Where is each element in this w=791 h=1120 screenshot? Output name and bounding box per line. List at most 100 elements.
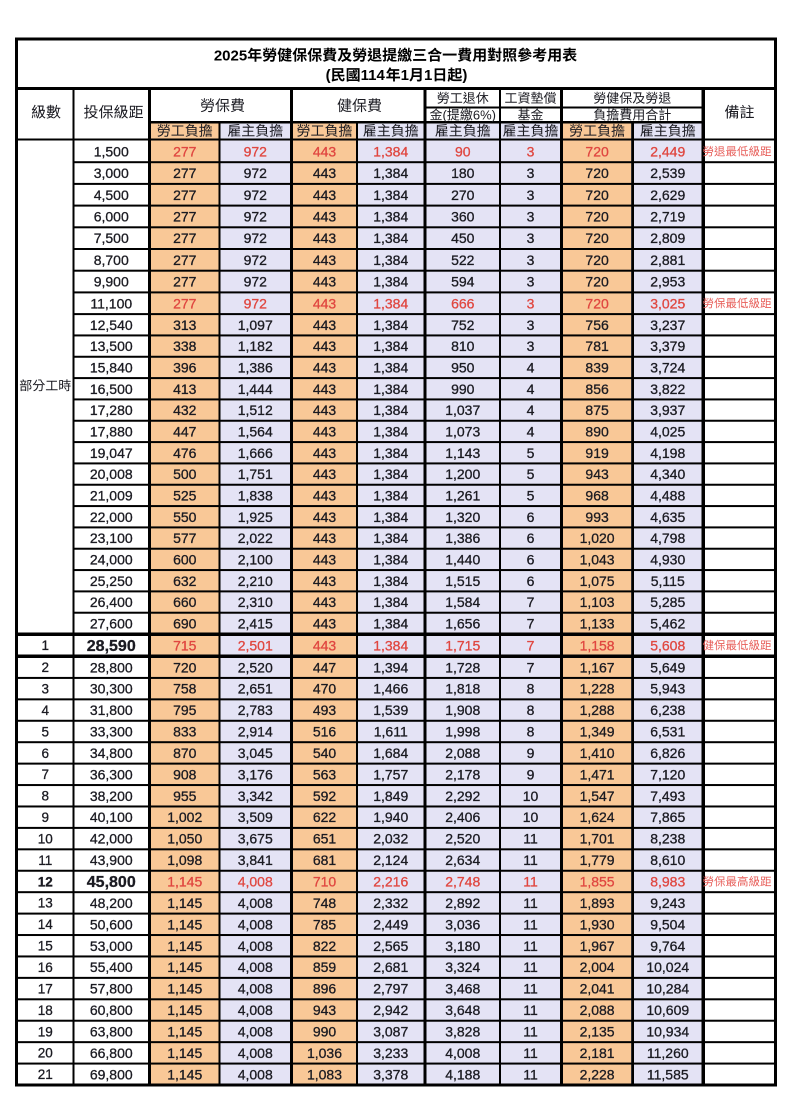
svg-text:1,097: 1,097	[238, 317, 273, 333]
svg-text:277: 277	[173, 187, 197, 203]
svg-text:22,000: 22,000	[90, 509, 133, 525]
svg-text:943: 943	[585, 466, 609, 482]
svg-text:1,384: 1,384	[373, 143, 408, 159]
svg-text:651: 651	[313, 831, 337, 847]
svg-text:443: 443	[313, 359, 337, 375]
svg-text:622: 622	[313, 809, 337, 825]
svg-text:785: 785	[313, 916, 337, 932]
svg-text:277: 277	[173, 165, 197, 181]
svg-text:592: 592	[313, 788, 337, 804]
svg-text:3,468: 3,468	[445, 981, 480, 997]
svg-text:972: 972	[244, 187, 268, 203]
svg-text:1,020: 1,020	[580, 530, 615, 546]
svg-text:3,237: 3,237	[650, 317, 685, 333]
svg-text:55,400: 55,400	[90, 959, 133, 975]
svg-text:413: 413	[173, 381, 197, 397]
svg-text:4: 4	[527, 359, 535, 375]
svg-text:443: 443	[313, 381, 337, 397]
svg-text:1,158: 1,158	[580, 637, 615, 653]
svg-text:4,008: 4,008	[238, 1045, 273, 1061]
svg-text:1,103: 1,103	[580, 594, 615, 610]
svg-text:8,610: 8,610	[650, 852, 685, 868]
svg-text:660: 660	[173, 594, 197, 610]
svg-text:3,036: 3,036	[445, 916, 480, 932]
svg-text:720: 720	[585, 252, 609, 268]
svg-text:1,384: 1,384	[373, 359, 408, 375]
svg-text:1,182: 1,182	[238, 338, 273, 354]
svg-text:53,000: 53,000	[90, 938, 133, 954]
svg-text:443: 443	[313, 594, 337, 610]
svg-text:11: 11	[523, 938, 538, 954]
svg-text:1,145: 1,145	[167, 981, 202, 997]
svg-text:1,539: 1,539	[373, 702, 408, 718]
svg-text:3,841: 3,841	[238, 852, 273, 868]
svg-text:42,000: 42,000	[90, 831, 133, 847]
svg-text:69,800: 69,800	[90, 1066, 133, 1082]
svg-text:1,925: 1,925	[238, 509, 273, 525]
svg-text:1,083: 1,083	[307, 1066, 342, 1082]
svg-text:4,008: 4,008	[238, 874, 273, 890]
svg-text:6: 6	[527, 509, 535, 525]
svg-text:8,700: 8,700	[94, 252, 129, 268]
svg-text:17: 17	[38, 981, 53, 996]
svg-text:1,261: 1,261	[445, 487, 480, 503]
svg-text:690: 690	[173, 615, 197, 631]
svg-text:4,930: 4,930	[650, 551, 685, 567]
svg-text:4: 4	[527, 381, 535, 397]
svg-text:5,649: 5,649	[650, 659, 685, 675]
svg-text:1,036: 1,036	[307, 1045, 342, 1061]
svg-text:2,629: 2,629	[650, 187, 685, 203]
svg-text:1,440: 1,440	[445, 551, 480, 567]
svg-text:16: 16	[38, 960, 53, 975]
svg-text:1,320: 1,320	[445, 509, 480, 525]
svg-text:1,656: 1,656	[445, 615, 480, 631]
svg-text:1,384: 1,384	[373, 274, 408, 290]
svg-text:443: 443	[313, 551, 337, 567]
svg-text:9,900: 9,900	[94, 274, 129, 290]
svg-text:4,198: 4,198	[650, 445, 685, 461]
svg-text:3: 3	[527, 208, 535, 224]
svg-text:7: 7	[527, 594, 535, 610]
svg-text:1,624: 1,624	[580, 809, 615, 825]
svg-text:3,342: 3,342	[238, 788, 273, 804]
svg-text:1,145: 1,145	[167, 938, 202, 954]
svg-text:3,724: 3,724	[650, 359, 685, 375]
svg-text:443: 443	[313, 445, 337, 461]
svg-text:4,008: 4,008	[238, 895, 273, 911]
svg-text:1,384: 1,384	[373, 573, 408, 589]
svg-text:3: 3	[527, 165, 535, 181]
svg-text:1,384: 1,384	[373, 551, 408, 567]
svg-text:2,783: 2,783	[238, 702, 273, 718]
svg-text:1,145: 1,145	[167, 1066, 202, 1082]
svg-text:1,701: 1,701	[580, 831, 615, 847]
svg-text:2,088: 2,088	[580, 1002, 615, 1018]
svg-text:6: 6	[41, 746, 49, 761]
svg-text:1,386: 1,386	[238, 359, 273, 375]
svg-text:2,004: 2,004	[580, 959, 615, 975]
svg-text:3: 3	[527, 274, 535, 290]
svg-text:6: 6	[527, 573, 535, 589]
svg-text:756: 756	[585, 317, 609, 333]
svg-text:3,828: 3,828	[445, 1023, 480, 1039]
svg-text:23,100: 23,100	[90, 530, 133, 546]
svg-text:908: 908	[173, 766, 197, 782]
svg-text:4: 4	[41, 703, 49, 718]
svg-text:1,444: 1,444	[238, 381, 273, 397]
svg-text:1,584: 1,584	[445, 594, 480, 610]
svg-text:10,934: 10,934	[646, 1023, 689, 1039]
svg-text:516: 516	[313, 724, 337, 740]
svg-text:38,200: 38,200	[90, 788, 133, 804]
svg-text:8,983: 8,983	[650, 874, 685, 890]
svg-text:12,540: 12,540	[90, 317, 133, 333]
svg-text:10,284: 10,284	[646, 981, 689, 997]
svg-text:1,384: 1,384	[373, 615, 408, 631]
svg-text:1,940: 1,940	[373, 809, 408, 825]
svg-text:443: 443	[313, 230, 337, 246]
svg-text:972: 972	[244, 295, 268, 311]
svg-text:4,340: 4,340	[650, 466, 685, 482]
svg-text:15,840: 15,840	[90, 359, 133, 375]
svg-text:4,008: 4,008	[238, 959, 273, 975]
svg-text:443: 443	[313, 466, 337, 482]
svg-text:10,609: 10,609	[646, 1002, 689, 1018]
svg-text:24,000: 24,000	[90, 551, 133, 567]
